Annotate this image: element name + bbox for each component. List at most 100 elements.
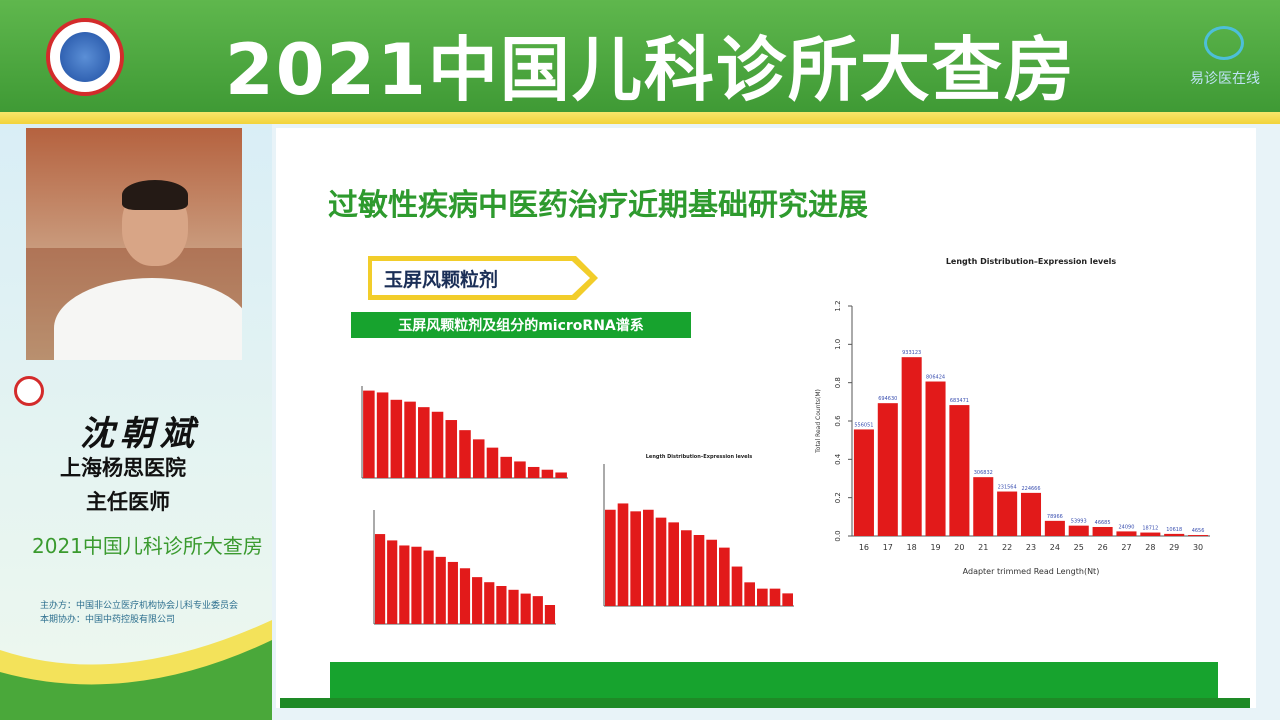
chart-title: Length Distribution–Expression levels — [946, 257, 1117, 266]
data-label-27: 24090 — [1119, 524, 1135, 530]
y-tick-label: 1.2 — [834, 300, 842, 311]
bar-19 — [925, 381, 946, 536]
x-tick-label-29: 29 — [1169, 543, 1179, 552]
speaker-video — [26, 128, 242, 360]
bar-21 — [431, 411, 444, 478]
x-tick-label-24: 24 — [1050, 543, 1060, 552]
data-label-29: 10618 — [1166, 527, 1182, 533]
data-label-30: 4656 — [1192, 528, 1205, 534]
speaker-name: 沈朝斌 — [80, 414, 200, 454]
streaming-logo: 易诊医在线 — [1190, 26, 1268, 90]
y-tick-label: 1.0 — [834, 339, 842, 350]
event-title: 2021中国儿科诊所大查房 — [225, 29, 1076, 111]
slide-footer-line — [280, 698, 1250, 708]
y-tick-label: 0.0 — [834, 530, 842, 541]
bar-25 — [1068, 525, 1089, 536]
bar-24 — [706, 539, 717, 606]
bar-23 — [1020, 492, 1042, 536]
y-axis-label: Total Read Counts(M) — [815, 389, 822, 454]
small-chart-top-left — [361, 386, 568, 479]
speaker-hospital: 上海杨思医院 — [60, 456, 186, 480]
data-label-18: 933123 — [902, 350, 921, 356]
y-tick-label: 0.2 — [834, 492, 842, 503]
streaming-logo-text: 易诊医在线 — [1190, 71, 1260, 87]
x-tick-label-22: 22 — [1002, 543, 1012, 552]
bar-18 — [901, 357, 922, 536]
bar-22 — [997, 491, 1018, 536]
bar-20 — [418, 407, 430, 478]
small-chart-bottom-left — [373, 510, 556, 625]
data-label-16: 556051 — [854, 422, 873, 428]
x-tick-label-19: 19 — [930, 543, 940, 552]
subtitle-bar: 玉屏风颗粒剂及组分的microRNA谱系 — [351, 312, 691, 338]
heart-icon — [1204, 26, 1244, 60]
data-label-19: 806424 — [926, 375, 945, 381]
speaker-role: 主任医师 — [86, 490, 170, 514]
x-tick-label-27: 27 — [1121, 543, 1131, 552]
bar-20 — [423, 550, 434, 624]
bar-26 — [500, 456, 512, 478]
bar-27 — [744, 582, 755, 606]
organizer-line: 主办方：中国非公立医疗机构协会儿科专业委员会 — [40, 601, 239, 611]
data-label-25: 53993 — [1071, 519, 1087, 525]
bar-20 — [949, 405, 970, 536]
x-tick-label-20: 20 — [954, 543, 964, 552]
bar-30 — [1188, 535, 1209, 536]
bar-24 — [472, 439, 485, 478]
decorative-wave — [0, 620, 272, 720]
bar-18 — [630, 511, 641, 606]
x-tick-label-17: 17 — [883, 543, 893, 552]
data-label-28: 18712 — [1142, 526, 1158, 532]
globe-icon — [60, 32, 110, 82]
x-tick-label-23: 23 — [1026, 543, 1036, 552]
bar-20 — [655, 517, 667, 606]
bar-29 — [532, 596, 543, 624]
left-event-title: 2021中国儿科诊所大查房 — [32, 534, 263, 558]
bar-18 — [390, 399, 403, 478]
bar-25 — [719, 547, 730, 606]
y-tick-label: 0.6 — [834, 415, 842, 427]
bar-23 — [693, 535, 705, 606]
bar-25 — [484, 582, 495, 624]
bar-30 — [555, 472, 567, 478]
data-label-22: 231564 — [998, 485, 1017, 491]
main-length-distribution-chart: Length Distribution–Expression levels 16 5… — [815, 257, 1210, 576]
bar-17 — [387, 540, 398, 624]
bar-30 — [544, 605, 556, 624]
bar-28 — [520, 593, 531, 624]
bar-23 — [459, 430, 471, 478]
small-chart-middle: Length Distribution–Expression levels — [603, 454, 794, 607]
bar-16 — [374, 534, 386, 624]
x-tick-label-16: 16 — [859, 543, 869, 552]
bar-23 — [459, 568, 471, 624]
bar-28 — [1140, 532, 1161, 536]
section-label: 玉屏风颗粒剂 — [384, 269, 499, 291]
bar-19 — [643, 509, 654, 606]
bar-21 — [435, 556, 446, 624]
small-association-logo — [14, 376, 44, 406]
bar-29 — [541, 469, 554, 478]
bar-29 — [769, 588, 781, 606]
data-label-21: 306832 — [974, 470, 993, 476]
x-tick-label-30: 30 — [1193, 543, 1203, 552]
bar-17 — [617, 503, 629, 606]
x-tick-label-21: 21 — [978, 543, 988, 552]
slide-title: 过敏性疾病中医药治疗近期基础研究进展 — [328, 188, 868, 223]
bar-17 — [376, 392, 389, 478]
bar-26 — [1092, 526, 1113, 536]
x-tick-label-26: 26 — [1098, 543, 1108, 552]
bar-27 — [1116, 531, 1137, 536]
bar-19 — [404, 401, 416, 478]
bar-16 — [363, 390, 375, 478]
bar-16 — [605, 509, 616, 606]
x-tick-label-18: 18 — [907, 543, 917, 552]
bar-26 — [496, 586, 507, 624]
x-tick-label-28: 28 — [1145, 543, 1155, 552]
bar-22 — [681, 530, 692, 606]
bar-26 — [731, 566, 743, 606]
bar-30 — [782, 593, 793, 606]
data-label-17: 694630 — [878, 396, 897, 402]
bar-22 — [447, 561, 458, 624]
bar-24 — [472, 577, 483, 624]
bar-29 — [1164, 533, 1185, 536]
